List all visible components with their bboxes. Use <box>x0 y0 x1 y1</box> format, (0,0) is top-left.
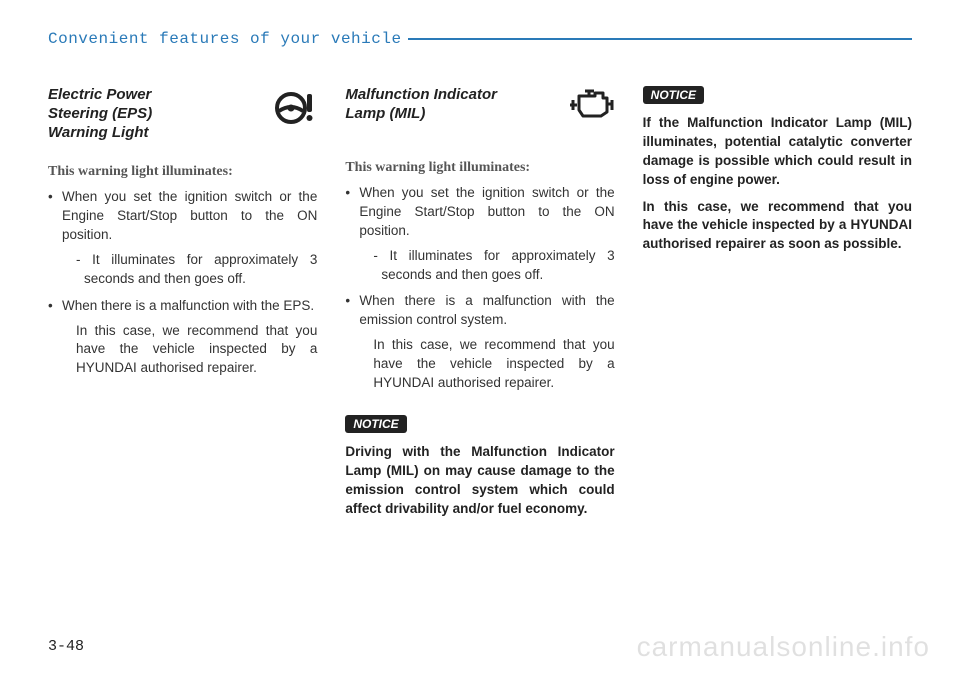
notice-badge: NOTICE <box>643 86 704 104</box>
list-item: When there is a malfunction with the emi… <box>345 292 614 392</box>
content-columns: Electric Power Steering (EPS) Warning Li… <box>48 86 912 526</box>
page-header: Convenient features of your vehicle <box>48 30 912 48</box>
bullet-text: When you set the ignition switch or the … <box>62 189 317 242</box>
notice-text-catalytic: If the Malfunction Indicator Lamp (MIL) … <box>643 114 912 254</box>
notice-paragraph: In this case, we recommend that you have… <box>643 198 912 255</box>
bullet-text: When there is a malfunction with the EPS… <box>62 298 314 313</box>
column-1: Electric Power Steering (EPS) Warning Li… <box>48 86 317 526</box>
section-head-mil: Malfunction Indicator Lamp (MIL) <box>345 86 614 138</box>
watermark: carmanualsonline.info <box>637 631 930 663</box>
subhead-eps: This warning light illuminates: <box>48 164 317 180</box>
steering-warning-icon <box>273 86 317 135</box>
list-item: When you set the ignition switch or the … <box>345 184 614 284</box>
section-head-eps: Electric Power Steering (EPS) Warning Li… <box>48 86 317 142</box>
notice-text-mil: Driving with the Malfunction Indicator L… <box>345 443 614 519</box>
list-item: When you set the ignition switch or the … <box>48 188 317 288</box>
bullet-list-eps: When you set the ignition switch or the … <box>48 188 317 378</box>
column-2: Malfunction Indicator Lamp (MIL) This wa… <box>345 86 614 526</box>
bullet-sub-text: - It illuminates for approximately 3 sec… <box>62 251 317 289</box>
page-number: 3-48 <box>48 638 84 655</box>
section-title-eps: Electric Power Steering (EPS) Warning Li… <box>48 86 152 142</box>
header-rule <box>408 38 912 40</box>
section-title-mil: Malfunction Indicator Lamp (MIL) <box>345 86 497 124</box>
bullet-text: When there is a malfunction with the emi… <box>359 293 614 327</box>
notice-paragraph: If the Malfunction Indicator Lamp (MIL) … <box>643 114 912 190</box>
column-3: NOTICE If the Malfunction Indicator Lamp… <box>643 86 912 526</box>
bullet-sub-text: - It illuminates for approximately 3 sec… <box>359 247 614 285</box>
notice-paragraph: Driving with the Malfunction Indicator L… <box>345 443 614 519</box>
subhead-mil: This warning light illuminates: <box>345 160 614 176</box>
engine-warning-icon <box>567 86 615 127</box>
manual-page: Convenient features of your vehicle Elec… <box>0 0 960 675</box>
notice-badge: NOTICE <box>345 415 406 433</box>
bullet-follow-text: In this case, we recommend that you have… <box>359 336 614 393</box>
header-title: Convenient features of your vehicle <box>48 30 408 48</box>
bullet-text: When you set the ignition switch or the … <box>359 185 614 238</box>
bullet-follow-text: In this case, we recommend that you have… <box>62 322 317 379</box>
list-item: When there is a malfunction with the EPS… <box>48 297 317 379</box>
bullet-list-mil: When you set the ignition switch or the … <box>345 184 614 393</box>
